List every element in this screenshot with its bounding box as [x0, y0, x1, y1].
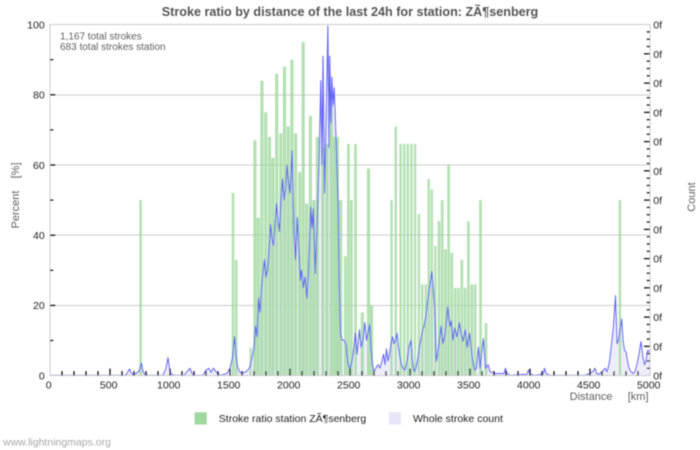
svg-text:0f: 0f	[653, 371, 662, 383]
svg-text:3500: 3500	[457, 379, 481, 391]
svg-text:0f: 0f	[653, 283, 662, 295]
svg-text:0f: 0f	[653, 195, 662, 207]
svg-text:0: 0	[39, 370, 45, 382]
svg-text:4500: 4500	[577, 379, 601, 391]
svg-text:www.lightningmaps.org: www.lightningmaps.org	[2, 436, 111, 448]
svg-text:0f: 0f	[653, 107, 662, 119]
svg-text:4000: 4000	[517, 379, 541, 391]
svg-text:0f: 0f	[653, 166, 662, 178]
svg-text:5000: 5000	[637, 379, 661, 391]
svg-text:2000: 2000	[277, 379, 301, 391]
svg-text:40: 40	[33, 230, 45, 242]
svg-text:500: 500	[100, 379, 118, 391]
svg-text:2500: 2500	[337, 379, 361, 391]
svg-text:0f: 0f	[653, 341, 662, 353]
svg-text:0f: 0f	[653, 137, 662, 149]
svg-text:60: 60	[33, 160, 45, 172]
svg-text:0f: 0f	[653, 224, 662, 236]
svg-text:0f: 0f	[653, 20, 662, 32]
svg-text:Whole stroke count: Whole stroke count	[413, 413, 503, 425]
svg-text:1000: 1000	[157, 379, 181, 391]
svg-text:Stroke ratio station ZÃ¶senber: Stroke ratio station ZÃ¶senberg	[219, 412, 367, 425]
svg-text:80: 80	[33, 90, 45, 102]
svg-text:1,167 total strokes: 1,167 total strokes	[60, 32, 142, 43]
svg-text:0f: 0f	[653, 312, 662, 324]
svg-text:3000: 3000	[397, 379, 421, 391]
svg-text:20: 20	[33, 300, 45, 312]
svg-text:0: 0	[46, 379, 52, 391]
svg-text:0f: 0f	[653, 49, 662, 61]
svg-text:683 total strokes station: 683 total strokes station	[60, 42, 166, 53]
svg-text:100: 100	[27, 19, 45, 31]
svg-text:Count: Count	[686, 182, 698, 211]
svg-text:Percent [%]: Percent [%]	[10, 162, 22, 228]
svg-text:Stroke ratio by distance of th: Stroke ratio by distance of the last 24h…	[162, 4, 539, 19]
svg-text:Distance [km]: Distance [km]	[570, 391, 649, 403]
svg-text:1500: 1500	[217, 379, 241, 391]
svg-text:0f: 0f	[653, 78, 662, 90]
svg-text:0f: 0f	[653, 254, 662, 266]
